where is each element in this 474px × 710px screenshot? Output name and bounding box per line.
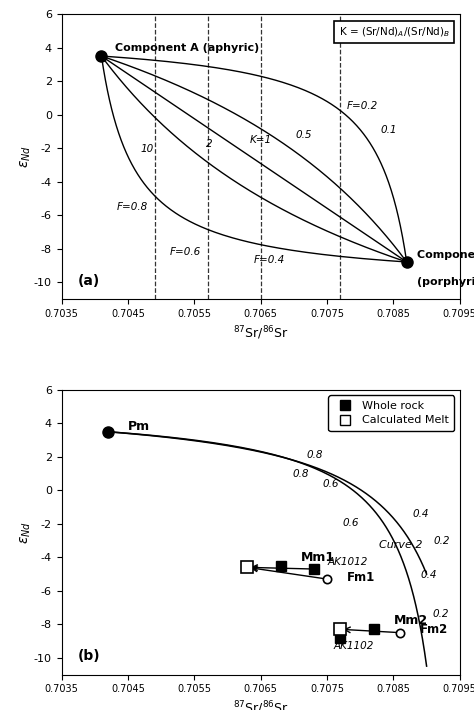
Text: Mm1: Mm1	[301, 551, 335, 564]
Text: (a): (a)	[78, 273, 100, 288]
Text: 0.4: 0.4	[420, 570, 437, 580]
Text: Curve 2: Curve 2	[379, 540, 422, 550]
Text: AK1012: AK1012	[327, 557, 367, 567]
X-axis label: $^{87}$Sr/$^{86}$Sr: $^{87}$Sr/$^{86}$Sr	[233, 700, 289, 710]
Text: 0.8: 0.8	[293, 469, 310, 479]
Text: 0.6: 0.6	[342, 518, 359, 528]
Text: 2: 2	[206, 139, 213, 149]
Text: (porphyritic): (porphyritic)	[417, 277, 474, 287]
X-axis label: $^{87}$Sr/$^{86}$Sr: $^{87}$Sr/$^{86}$Sr	[233, 324, 289, 342]
Text: Component B: Component B	[417, 251, 474, 261]
Text: 0.5: 0.5	[296, 131, 312, 141]
Text: F=0.8: F=0.8	[117, 202, 148, 212]
Text: (b): (b)	[78, 649, 100, 663]
Text: F=0.6: F=0.6	[170, 247, 201, 257]
Text: Mm2: Mm2	[393, 614, 428, 627]
Y-axis label: $\varepsilon_{Nd}$: $\varepsilon_{Nd}$	[18, 145, 33, 168]
Text: 0.2: 0.2	[432, 609, 449, 619]
Text: AK1102: AK1102	[334, 641, 374, 651]
Text: 0.4: 0.4	[413, 509, 429, 520]
Text: 0.1: 0.1	[380, 124, 397, 134]
Text: F=0.4: F=0.4	[254, 256, 285, 266]
Text: K=1: K=1	[249, 136, 272, 146]
Legend: Whole rock, Calculated Melt: Whole rock, Calculated Melt	[328, 395, 454, 431]
Text: 0.2: 0.2	[433, 536, 449, 546]
Text: Component A (aphyric): Component A (aphyric)	[115, 43, 259, 53]
Text: F=0.2: F=0.2	[347, 102, 378, 111]
Text: 0.6: 0.6	[323, 479, 339, 489]
Text: Fm1: Fm1	[347, 571, 375, 584]
Text: Pm: Pm	[128, 420, 150, 433]
Text: K = (Sr/Nd)$_A$/(Sr/Nd)$_B$: K = (Sr/Nd)$_A$/(Sr/Nd)$_B$	[338, 26, 450, 39]
Text: Fm2: Fm2	[420, 623, 448, 635]
Text: 0.8: 0.8	[307, 450, 323, 460]
Text: 10: 10	[141, 143, 154, 153]
Y-axis label: $\varepsilon_{Nd}$: $\varepsilon_{Nd}$	[18, 520, 33, 544]
